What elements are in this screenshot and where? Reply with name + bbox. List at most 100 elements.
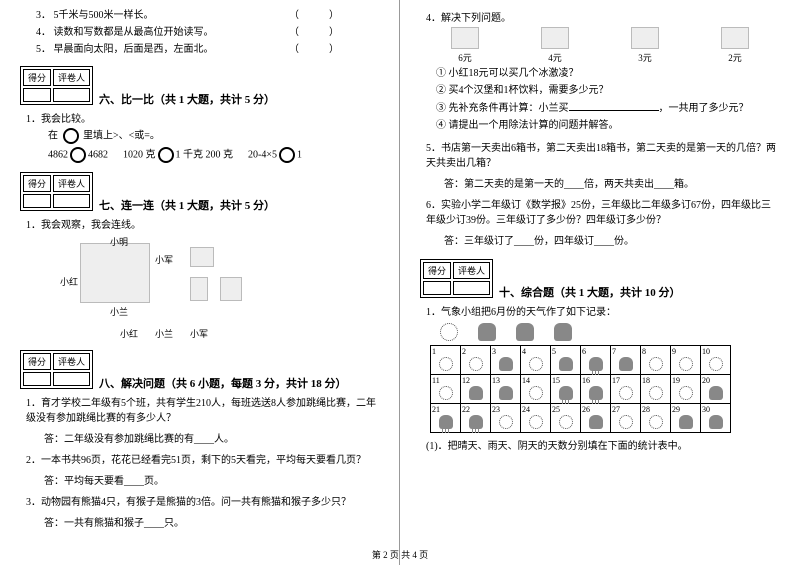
sun-icon [679,386,693,400]
label: 小红 [120,327,138,340]
calendar-cell: 19 [671,375,701,404]
weather-legend [440,322,780,341]
cloud-icon [469,386,483,400]
sun-icon [439,357,453,371]
sun-icon [649,386,663,400]
calendar-cell: 14 [521,375,551,404]
calendar-cell: 10 [701,346,731,375]
section-7-header: 得分评卷人 七、连一连（共 1 大题，共计 5 分） [20,166,379,213]
sec8-a2: 答：平均每天要看____页。 [44,472,379,487]
sec8-a6: 答：三年级订了____份，四年级订____份。 [444,232,780,247]
label: 小军 [190,327,208,340]
calendar-cell: 22 [461,404,491,433]
calendar-cell: 28 [641,404,671,433]
cloud-icon [619,357,633,371]
label: 小兰 [155,327,173,340]
sec8-q1: 1．育才学校二年级有5个班，共有学生210人，每班选送8人参加跳绳比赛，二年级没… [26,394,379,424]
sec7-q: 1．我会观察，我会连线。 [26,216,379,231]
section-7-title: 七、连一连（共 1 大题，共计 5 分） [99,197,275,213]
calendar-cell: 4 [521,346,551,375]
section-6-header: 得分评卷人 六、比一比（共 1 大题，共计 5 分） [20,60,379,107]
section-8-title: 八、解决问题（共 6 小题，每题 3 分，共计 18 分） [99,375,347,391]
calendar-cell: 12 [461,375,491,404]
grader-label: 评卷人 [453,262,490,279]
calendar-cell: 26 [581,404,611,433]
rain-icon [559,386,573,400]
paren: （ ） [289,26,339,40]
sun-icon [679,357,693,371]
sec6-compare-row: 48624682 1020 克1 千克 200 克 20-4×51 [20,147,379,163]
sun-icon [559,415,573,429]
calendar-cell: 15 [551,375,581,404]
sun-icon [529,415,543,429]
calendar-cell: 25 [551,404,581,433]
calendar-cell: 24 [521,404,551,433]
kids-image [80,243,150,303]
tf-item: 5． 早晨面向太阳，后面是西，左面北。 （ ） [20,43,379,57]
calendar-cell: 30 [701,404,731,433]
sun-icon [619,386,633,400]
tf-text: 5千米与500米一样长。 [54,10,154,21]
tf-num: 3 [36,10,41,21]
price: 4元 [548,53,562,63]
page-footer: 第 2 页 共 4 页 [0,548,800,561]
calendar-cell: 21 [431,404,461,433]
calendar-cell: 2 [461,346,491,375]
sec8-a3: 答：一共有熊猫和猴子____只。 [44,514,379,529]
cloud-icon [589,415,603,429]
cloud-icon [679,415,693,429]
sec8-a5: 答：第二天卖的是第一天的____倍，两天共卖出____箱。 [444,175,780,190]
sun-icon [709,357,723,371]
sun-icon [469,357,483,371]
left-column: 3． 5千米与500米一样长。 （ ） 4． 读数和写数都是从最高位开始读写。 … [0,0,400,565]
circle-icon [70,147,86,163]
calendar-cell: 3 [491,346,521,375]
sub-q: ④ 请提出一个用除法计算的问题并解答。 [420,119,780,133]
blank [569,101,659,111]
calendar-cell: 8 [641,346,671,375]
circle-icon [63,128,79,144]
object-image [190,277,208,301]
tf-item: 3． 5千米与500米一样长。 （ ） [20,9,379,23]
cloud-icon [559,357,573,371]
food-item: 3元 [631,27,659,64]
sun-icon [439,386,453,400]
sun-icon [649,357,663,371]
calendar-cell: 1 [431,346,461,375]
score-label: 得分 [423,262,451,279]
score-label: 得分 [23,175,51,192]
rain-icon [439,415,453,429]
sub-q: ③ 先补充条件再计算：小兰买，一共用了多少元？ [420,101,780,116]
rain-icon [516,323,534,341]
cloud-icon [554,323,572,341]
score-label: 得分 [23,353,51,370]
rain-icon [469,415,483,429]
section-10-header: 得分评卷人 十、综合题（共 1 大题，共计 10 分） [420,253,780,300]
label: 小军 [155,253,173,266]
food-image [631,27,659,49]
sub-q: ② 买4个汉堡和1杯饮料，需要多少元？ [420,84,780,98]
food-row: 6元 4元 3元 2元 [420,27,780,64]
calendar-cell: 23 [491,404,521,433]
tf-text: 早晨面向太阳，后面是西，左面北。 [54,44,214,55]
score-label: 得分 [23,69,51,86]
cloud-icon [499,386,513,400]
section-6-title: 六、比一比（共 1 大题，共计 5 分） [99,91,275,107]
food-item: 2元 [721,27,749,64]
sec8-q6: 6．实验小学二年级订《数学报》25份，三年级比二年级多订67份，四年级比三年级少… [426,196,780,226]
food-item: 6元 [451,27,479,64]
sec6-q: 1．我会比较。 [26,110,379,125]
paren: （ ） [289,43,339,57]
food-item: 4元 [541,27,569,64]
sec8-q2: 2．一本书共96页，花花已经看完51页，剩下的5天看完，平均每天要看几页？ [26,451,379,466]
score-box: 得分评卷人 [20,350,93,389]
price: 3元 [638,53,652,63]
label: 小兰 [110,305,128,318]
calendar-cell: 20 [701,375,731,404]
calendar-cell: 11 [431,375,461,404]
rain-icon [589,386,603,400]
grader-label: 评卷人 [53,175,90,192]
sec8-q5: 5．书店第一天卖出6箱书，第二天卖出18箱书，第二天卖的是第一天的几倍？两天共卖… [426,139,780,169]
price: 2元 [728,53,742,63]
section-8-header: 得分评卷人 八、解决问题（共 6 小题，每题 3 分，共计 18 分） [20,344,379,391]
